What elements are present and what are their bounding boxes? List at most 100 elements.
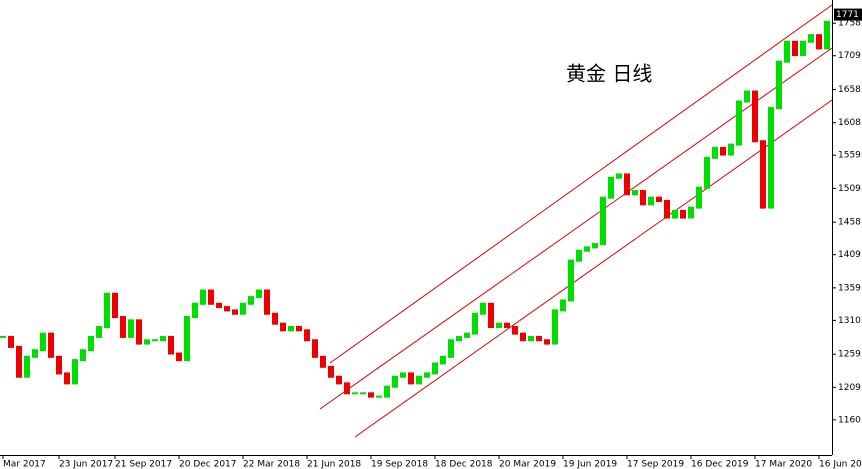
x-tick-label: Mar 2017 bbox=[3, 460, 46, 469]
candle bbox=[688, 206, 694, 219]
channel-upper bbox=[329, 4, 833, 364]
candle bbox=[88, 335, 94, 352]
y-tick-label: 1709. bbox=[838, 51, 862, 61]
candle bbox=[144, 339, 150, 345]
candle bbox=[128, 319, 134, 338]
y-tick-label: 1559. bbox=[838, 151, 862, 161]
candle bbox=[496, 322, 502, 328]
candle bbox=[440, 355, 446, 365]
x-tick-label: 17 Mar 2020 bbox=[755, 460, 812, 469]
y-tick-label: 1310. bbox=[838, 316, 862, 326]
candle bbox=[712, 146, 718, 159]
candle bbox=[576, 249, 582, 262]
candle bbox=[784, 40, 790, 63]
candle bbox=[544, 339, 550, 345]
candle bbox=[168, 335, 174, 355]
candle bbox=[808, 34, 814, 43]
candle bbox=[792, 40, 798, 57]
candle bbox=[432, 362, 438, 375]
candle bbox=[296, 325, 302, 332]
candle bbox=[600, 196, 606, 246]
candle bbox=[392, 375, 398, 388]
candle bbox=[608, 176, 614, 199]
candle bbox=[112, 292, 118, 319]
y-tick-label: 1409. bbox=[838, 250, 862, 260]
y-tick-label: 1658. bbox=[838, 85, 862, 95]
candle bbox=[240, 302, 246, 315]
candle bbox=[696, 186, 702, 209]
candle bbox=[480, 302, 486, 315]
candle bbox=[96, 325, 102, 338]
candle bbox=[136, 319, 142, 345]
candle bbox=[24, 355, 30, 378]
candle bbox=[800, 40, 806, 57]
candle bbox=[760, 140, 766, 209]
x-tick-label: 21 Sep 2017 bbox=[115, 460, 172, 469]
y-tick-label: 1608. bbox=[838, 118, 862, 128]
x-tick-label: 16 Jun 20 bbox=[819, 460, 862, 469]
candle bbox=[464, 332, 470, 338]
candle bbox=[640, 190, 646, 206]
candle bbox=[176, 352, 182, 362]
y-tick-label: 1209. bbox=[838, 383, 862, 393]
candle bbox=[648, 196, 654, 206]
candle bbox=[264, 289, 270, 315]
candle bbox=[72, 359, 78, 385]
candle bbox=[472, 312, 478, 335]
candle bbox=[592, 243, 598, 249]
candle bbox=[64, 372, 70, 385]
candle bbox=[40, 332, 46, 352]
candle bbox=[552, 309, 558, 345]
channel-lower bbox=[354, 99, 833, 438]
candle bbox=[416, 375, 422, 385]
candle bbox=[400, 372, 406, 378]
candle bbox=[232, 309, 238, 315]
candle bbox=[224, 306, 230, 312]
candle bbox=[288, 325, 294, 332]
candle bbox=[720, 146, 726, 156]
y-tick-label: 1359. bbox=[838, 283, 862, 293]
candle bbox=[160, 335, 166, 342]
candle bbox=[352, 392, 358, 395]
x-tick-label: 18 Dec 2018 bbox=[435, 460, 493, 469]
y-tick-label: 1160. bbox=[838, 415, 862, 425]
candle bbox=[728, 143, 734, 156]
candle bbox=[520, 332, 526, 342]
candle bbox=[80, 349, 86, 362]
last-price-label: 1771 bbox=[836, 10, 859, 20]
y-tick-label: 1259. bbox=[838, 350, 862, 360]
candle bbox=[664, 199, 670, 219]
candle bbox=[384, 385, 390, 398]
candle bbox=[304, 329, 310, 342]
candle bbox=[816, 34, 822, 50]
candle bbox=[424, 372, 430, 378]
candle bbox=[488, 302, 494, 328]
candle bbox=[192, 302, 198, 319]
candle bbox=[536, 335, 542, 342]
candle bbox=[16, 345, 22, 378]
candle bbox=[120, 316, 126, 338]
chart-title: 黄金 日线 bbox=[566, 62, 652, 86]
candle bbox=[256, 289, 262, 299]
candle bbox=[568, 259, 574, 302]
candle bbox=[0, 335, 6, 338]
candle bbox=[280, 322, 286, 332]
candle bbox=[776, 60, 782, 110]
candle bbox=[152, 339, 158, 342]
candle bbox=[504, 322, 510, 328]
x-tick-label: 22 Mar 2018 bbox=[243, 460, 300, 469]
candle bbox=[824, 20, 830, 50]
candle bbox=[272, 312, 278, 325]
candle bbox=[56, 355, 62, 375]
candle bbox=[184, 316, 190, 362]
x-tick-label: 19 Jun 2019 bbox=[563, 460, 617, 469]
candle bbox=[32, 349, 38, 358]
candle bbox=[752, 90, 758, 143]
x-tick-label: 21 Jun 2018 bbox=[307, 460, 361, 469]
y-tick-label: 1509. bbox=[838, 184, 862, 194]
candle bbox=[624, 173, 630, 196]
candle bbox=[656, 196, 662, 202]
x-tick-label: 17 Sep 2019 bbox=[627, 460, 684, 469]
candles bbox=[0, 20, 830, 398]
